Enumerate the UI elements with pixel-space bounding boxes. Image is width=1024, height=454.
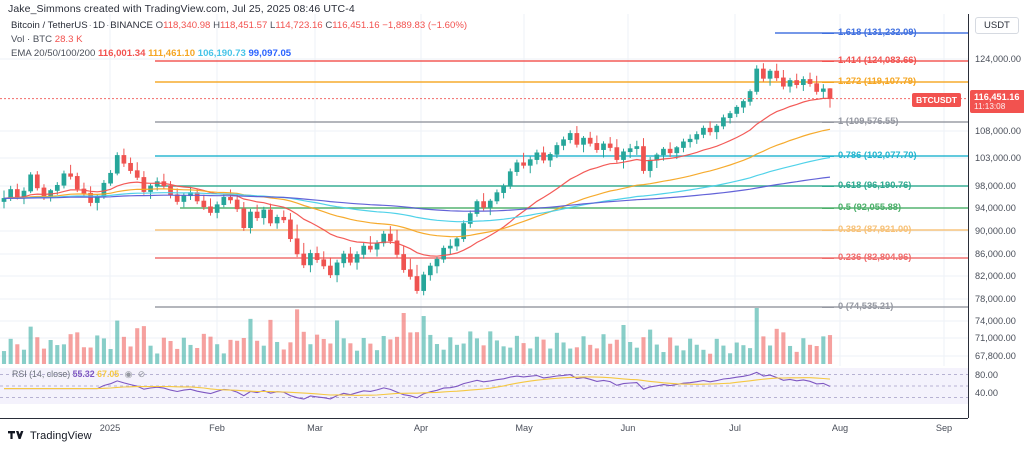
ohlc-values: O118,340.98 H118,451.57 L114,723.16 C116…: [156, 20, 467, 31]
volume-label: Vol · BTC: [11, 34, 53, 45]
close-value: 116,451.16: [332, 20, 380, 31]
chart-legend: Bitcoin / TetherUS·1D·BINANCE O118,340.9…: [11, 20, 467, 62]
fib-level-marker-0-786: [822, 156, 834, 157]
change-value: −1,889.83 (−1.60%): [382, 20, 468, 31]
rsi-legend: RSI (14, close) 55.32 67.05 ◉ ⊘: [12, 369, 145, 380]
time-tick: Jul: [729, 423, 741, 433]
footer: TradingView: [8, 430, 92, 442]
attribution-text: Jake_Simmons created with TradingView.co…: [8, 3, 355, 15]
fib-level-marker-0-5: [822, 208, 834, 209]
exchange-label[interactable]: BINANCE: [110, 20, 153, 31]
price-tick: 74,000.00: [975, 316, 1016, 326]
price-tick: 67,800.00: [975, 351, 1016, 361]
open-label: O: [155, 20, 164, 31]
fib-level-marker-1-414: [822, 61, 834, 62]
fib-level-marker-1-618: [822, 33, 834, 34]
price-axis[interactable]: USDT 124,000.00 108,000.00 103,000.00 98,00…: [968, 14, 1024, 418]
legend-symbol-row[interactable]: Bitcoin / TetherUS·1D·BINANCE O118,340.9…: [11, 20, 468, 31]
fib-level-label-1[interactable]: 1 (109,576.55): [838, 116, 899, 126]
eye-icon[interactable]: ◉: [124, 369, 133, 379]
volume-value: 28.3 K: [54, 34, 83, 45]
price-tick: 90,000.00: [975, 226, 1016, 236]
price-tick: 78,000.00: [975, 294, 1016, 304]
fib-level-label-0-236[interactable]: 0.236 (82,804.96): [838, 252, 912, 262]
symbol-name[interactable]: Bitcoin / TetherUS: [11, 20, 88, 31]
fib-level-label-0-618[interactable]: 0.618 (96,190.76): [838, 180, 912, 190]
fib-level-label-1-414[interactable]: 1.414 (124,083.66): [838, 55, 917, 65]
rsi-gridlines: [0, 373, 968, 399]
low-value: 114,723.16: [275, 20, 323, 31]
tradingview-logo: [8, 430, 24, 439]
price-tick: 94,000.00: [975, 203, 1016, 213]
time-axis[interactable]: 2025 Feb Mar Apr May Jun Jul Aug Sep: [0, 418, 968, 437]
price-tick: 82,000.00: [975, 271, 1016, 281]
price-tick: 98,000.00: [975, 181, 1016, 191]
tradingview-name: TradingView: [30, 430, 92, 442]
fib-level-marker-1-272: [822, 82, 834, 83]
fib-level-label-0-382[interactable]: 0.382 (87,921.00): [838, 224, 912, 234]
fib-level-marker-0-618: [822, 186, 834, 187]
time-tick: 2025: [99, 423, 121, 433]
high-label: H: [213, 20, 220, 31]
fib-level-marker-0-236: [822, 258, 834, 259]
time-tick: May: [515, 423, 533, 433]
legend-ema-row[interactable]: EMA 20/50/100/200 116,001.34 111,461.10 …: [11, 48, 467, 61]
vertical-gridlines: [109, 14, 945, 366]
fibonacci-levels: [155, 32, 968, 308]
high-value: 118,451.57: [220, 20, 268, 31]
open-value: 118,340.98: [163, 20, 211, 31]
volume-bars: [1, 308, 833, 364]
current-price-value: 116,451.16: [974, 91, 1020, 102]
interval-label[interactable]: 1D: [92, 20, 106, 31]
time-tick: Jun: [620, 423, 636, 433]
fib-level-label-0-5[interactable]: 0.5 (92,055.88): [838, 202, 902, 212]
candlesticks: [1, 63, 833, 296]
price-tick: 103,000.00: [975, 153, 1021, 163]
price-tick: 80.00: [975, 370, 998, 380]
time-tick: Apr: [413, 423, 429, 433]
fib-level-label-0[interactable]: 0 (74,535.21): [838, 301, 894, 311]
ema-overlays: [3, 97, 831, 257]
fib-level-marker-1: [822, 122, 834, 123]
current-time-value: 11:13:08: [974, 101, 1006, 111]
time-tick: Mar: [307, 423, 323, 433]
ema20-value: 116,001.34: [97, 48, 146, 59]
rsi-pane[interactable]: [0, 368, 968, 404]
price-tick: 71,000.00: [975, 333, 1016, 343]
price-tick: 108,000.00: [975, 126, 1021, 136]
time-tick: Aug: [831, 423, 849, 433]
price-tick: 40.00: [975, 388, 998, 398]
ema200-value: 99,097.05: [248, 48, 292, 59]
fib-level-marker-0: [822, 307, 834, 308]
rsi-ma-value: 67.05: [97, 369, 120, 379]
fib-level-label-1-618[interactable]: 1.618 (131,232.09): [838, 27, 917, 37]
ema100-value: 106,190.73: [197, 48, 246, 59]
fib-level-label-1-272[interactable]: 1.272 (119,107.79): [838, 76, 917, 86]
fib-level-marker-0-382: [822, 230, 834, 231]
symbol-price-flag: BTCUSDT: [912, 92, 962, 107]
fib-level-label-0-786[interactable]: 0.786 (102,077.70): [838, 150, 917, 160]
time-tick: Feb: [209, 423, 225, 433]
low-label: L: [269, 20, 276, 31]
no-entry-icon[interactable]: ⊘: [137, 369, 146, 379]
price-tick: 124,000.00: [975, 54, 1021, 64]
ema50-value: 111,461.10: [148, 48, 196, 59]
legend-volume-row[interactable]: Vol · BTC 28.3 K: [11, 34, 467, 47]
time-tick: Sep: [935, 423, 953, 433]
close-label: C: [325, 20, 333, 31]
current-price-badge: 116,451.16 11:13:08: [970, 89, 1024, 113]
rsi-series: [4, 371, 831, 400]
rsi-title: RSI (14, close): [12, 369, 71, 379]
price-chart-pane[interactable]: [0, 14, 968, 366]
rsi-value: 55.32: [72, 369, 95, 379]
price-tick: 86,000.00: [975, 249, 1016, 259]
currency-unit-badge[interactable]: USDT: [975, 17, 1019, 34]
ema-label: EMA 20/50/100/200: [11, 48, 96, 59]
